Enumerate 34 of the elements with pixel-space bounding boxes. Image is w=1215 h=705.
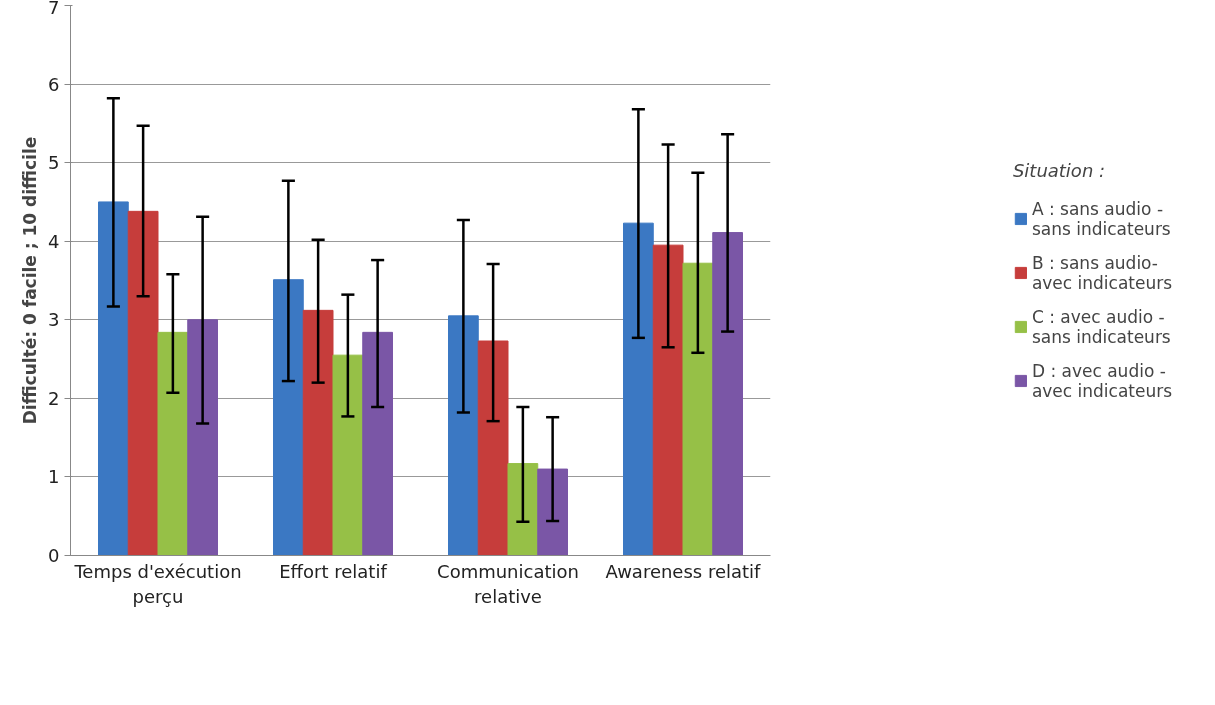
legend-label: B : sans audio-avec indicateurs	[1031, 252, 1173, 293]
legend-label: C : avec audio - sans indicateurs	[1031, 306, 1171, 347]
x-tick-label: Temps d'exécution perçu	[73, 560, 242, 607]
bar	[273, 279, 304, 556]
y-axis-title: Difficulté: 0 facile ; 10 difficile	[20, 136, 41, 425]
y-tick-label: 4	[48, 230, 60, 252]
bar	[623, 222, 654, 556]
y-tick-label: 5	[48, 152, 60, 174]
bar	[712, 232, 743, 556]
legend-title: Situation :	[1012, 159, 1107, 181]
x-tick-label: Awareness relatif	[605, 560, 762, 582]
bar	[127, 210, 159, 556]
bar	[448, 315, 479, 556]
legend-label: A : sans audio - sans indicateurs	[1031, 198, 1171, 239]
bar	[362, 331, 393, 556]
bar	[157, 331, 189, 556]
legend-label: D : avec audio - avec indicateurs	[1031, 360, 1173, 401]
bar	[507, 463, 539, 556]
y-tick-label: 2	[48, 387, 60, 409]
bar	[98, 201, 129, 556]
bar	[187, 319, 218, 556]
bar	[537, 468, 568, 556]
bar	[332, 354, 364, 556]
y-tick-label: 7	[48, 0, 60, 18]
bar	[682, 262, 714, 556]
y-tick-label: 0	[48, 545, 60, 566]
x-tick-label: Communication relative	[437, 560, 579, 607]
y-tick-label: 3	[48, 309, 60, 331]
bar	[477, 340, 509, 556]
bar	[652, 244, 684, 556]
x-tick-label: Effort relatif	[279, 560, 388, 582]
y-tick-label: 1	[48, 466, 60, 488]
bar	[302, 309, 334, 556]
y-tick-label: 6	[48, 73, 60, 95]
